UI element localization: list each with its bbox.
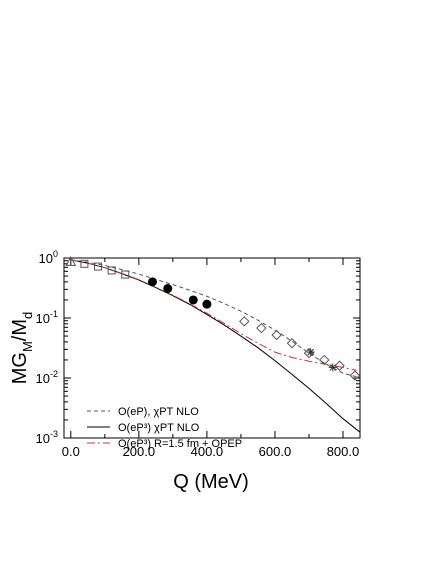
square-marker — [94, 262, 103, 271]
square-marker — [107, 266, 116, 275]
plot-frame — [63, 257, 361, 439]
y-label-mid: /M — [9, 319, 31, 341]
y-axis-label: MGM/Md — [9, 312, 35, 385]
star-stroke — [329, 364, 337, 371]
x-tick-label: 200.0 — [123, 444, 156, 459]
diamond-marker — [303, 347, 315, 359]
diamond-marker — [256, 322, 267, 334]
legend-label-2: O(eP³) χPT NLO — [118, 422, 200, 434]
y-label-main: MG — [9, 352, 31, 384]
square-marker — [80, 259, 89, 268]
series-group — [70, 259, 361, 433]
diamond-marker — [286, 338, 298, 349]
x-tick-label: 800.0 — [327, 444, 360, 459]
y-tick-label: 10-2 — [36, 369, 58, 386]
square-marker — [121, 270, 130, 279]
y-axis: 100 10-1 10-2 10-3 — [36, 249, 360, 446]
diamond-marker — [239, 316, 250, 327]
diamond-marker — [349, 370, 361, 381]
legend: O(eP), χPT NLO O(eP³) χPT NLO O(eP³) R=1… — [87, 406, 242, 450]
x-axis: 0.0 200.0 400.0 600.0 800.0 — [62, 258, 359, 459]
y-label-sub2: d — [20, 312, 35, 319]
triangle-marker — [65, 255, 77, 266]
legend-label-3: O(eP³) R=1.5 fm + OPEP — [118, 438, 242, 450]
diamond-marker — [319, 354, 330, 366]
diamond-marker — [334, 360, 345, 371]
y-tick-label: 10-1 — [36, 309, 58, 326]
y-label-sub1: M — [20, 341, 35, 352]
star-marker — [306, 348, 315, 357]
legend-label-1: O(eP), χPT NLO — [118, 406, 199, 418]
y-tick-label: 10-3 — [36, 429, 58, 446]
star-marker — [328, 363, 337, 372]
y-tick-label: 100 — [39, 249, 58, 266]
filled-circle-marker — [202, 299, 212, 309]
filled-circle-marker — [163, 284, 173, 294]
star-stroke — [307, 348, 315, 356]
filled-circle-marker — [147, 277, 157, 287]
x-axis-label: Q (MeV) — [173, 471, 249, 493]
x-tick-label: 400.0 — [191, 444, 224, 459]
series-line-3 — [70, 259, 357, 371]
x-tick-label: 600.0 — [259, 444, 292, 459]
markers-group — [65, 255, 361, 381]
diamond-marker — [271, 329, 282, 341]
filled-circle-marker — [188, 295, 198, 305]
x-tick-label: 0.0 — [62, 444, 80, 459]
series-line-2 — [70, 259, 361, 433]
